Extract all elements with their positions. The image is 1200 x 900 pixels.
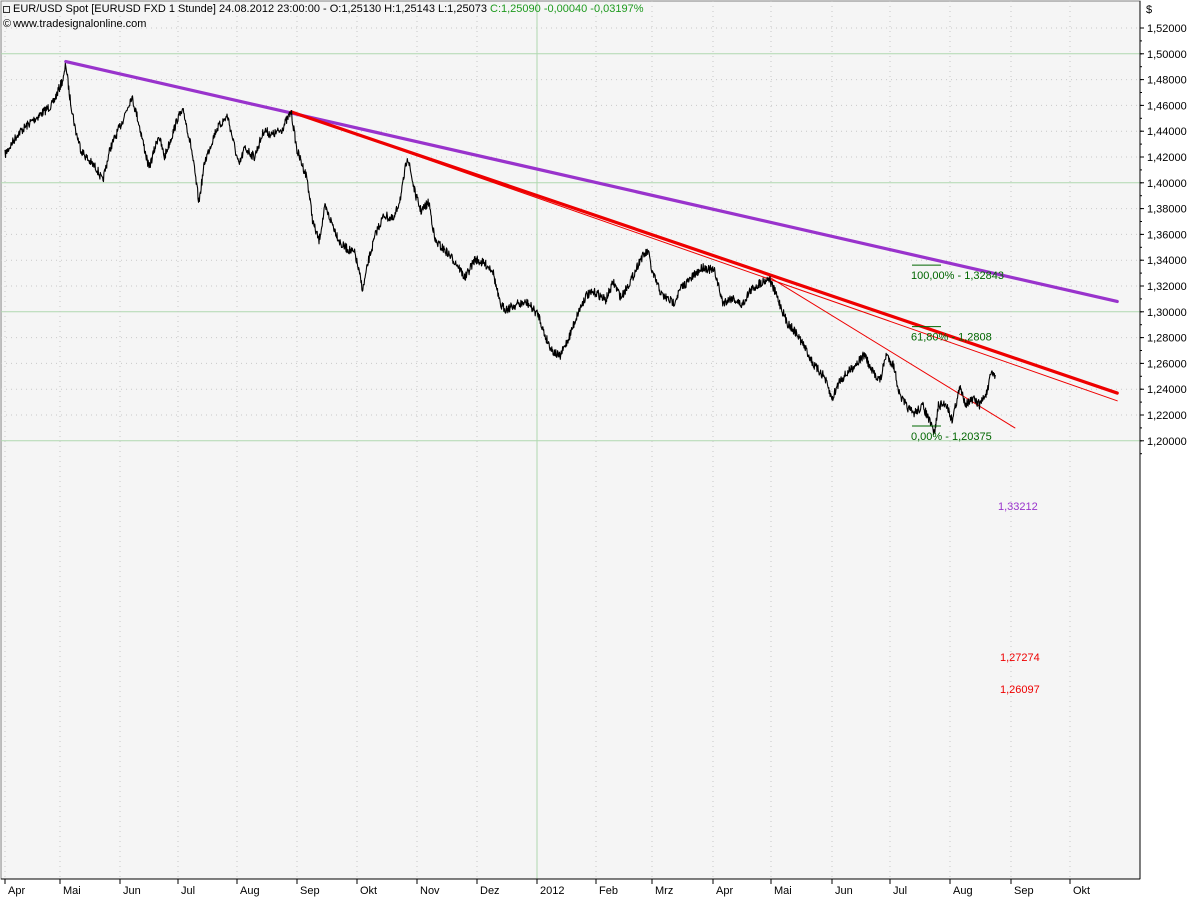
x-tick-label: Sep xyxy=(1014,885,1034,897)
trendline-red xyxy=(289,110,1119,395)
y-tick-label: 1,46000 xyxy=(1147,100,1187,112)
y-tick-label: 1,22000 xyxy=(1147,410,1187,422)
x-tick-label: Mai xyxy=(63,885,81,897)
y-tick-label: 1,44000 xyxy=(1147,126,1187,138)
y-tick-label: 1,24000 xyxy=(1147,384,1187,396)
y-tick-label: 1,40000 xyxy=(1147,178,1187,190)
y-tick-label: 1,48000 xyxy=(1147,75,1187,87)
y-tick-label: 1,26000 xyxy=(1147,358,1187,370)
x-tick-label: Aug xyxy=(240,885,260,897)
trendlines xyxy=(64,59,1119,429)
x-tick-label: Jul xyxy=(893,885,907,897)
grid xyxy=(1,1,1140,879)
x-tick-label: Okt xyxy=(1073,885,1090,897)
y-tick-label: 1,42000 xyxy=(1147,152,1187,164)
red-short-line-label: 1,26097 xyxy=(1000,684,1040,696)
price-line xyxy=(4,62,996,435)
x-tick-label: Okt xyxy=(360,885,377,897)
x-axis: Apr Mai Jun Jul Aug Sep Okt Nov Dez 2012 Feb Mrz Apr… xyxy=(1,878,1140,897)
fib-level-label: 100,00% - 1,32843 xyxy=(911,270,1004,282)
y-tick-label: 1,20000 xyxy=(1147,436,1187,448)
x-tick-label: Jul xyxy=(181,885,195,897)
x-tick-label: Jun xyxy=(123,885,141,897)
currency-label: $ xyxy=(1146,4,1152,16)
purple-line-label: 1,33212 xyxy=(998,501,1038,513)
ohlc-values: O:1,25130 H:1,25143 L:1,25073 xyxy=(329,3,487,15)
x-tick-label: Mai xyxy=(774,885,792,897)
x-tick-label: Sep xyxy=(300,885,320,897)
y-axis: 1,52000 1,50000 1,48000 1,46000 1,44000 1,420… xyxy=(1139,1,1187,879)
bar-datetime: 24.08.2012 23:00:00 xyxy=(219,3,320,15)
instrument-name: EUR/USD Spot [EURUSD FXD 1 Stunde] xyxy=(13,3,216,15)
red-line-label: 1,27274 xyxy=(1000,652,1040,664)
y-tick-label: 1,52000 xyxy=(1147,23,1187,35)
y-tick-label: 1,36000 xyxy=(1147,229,1187,241)
y-tick-label: 1,30000 xyxy=(1147,307,1187,319)
y-tick-label: 1,32000 xyxy=(1147,281,1187,293)
x-tick-label: Mrz xyxy=(655,885,673,897)
price-series xyxy=(4,62,996,435)
fib-level-label: 0,00% - 1,20375 xyxy=(911,431,992,443)
x-tick-label: Nov xyxy=(420,885,440,897)
x-tick-label: Apr xyxy=(8,885,25,897)
fib-level-label: 61,80% - 1,2808 xyxy=(911,332,992,344)
close-change: C:1,25090 -0,00040 -0,03197% xyxy=(490,3,644,15)
x-tick-label: Dez xyxy=(480,885,500,897)
x-tick-label: Jun xyxy=(835,885,853,897)
square-icon[interactable] xyxy=(3,6,10,13)
trendline-red_short xyxy=(768,276,1016,429)
trendline-purple xyxy=(64,59,1119,304)
copyright-icon: © xyxy=(3,18,12,30)
line-labels: 1,33212 1,27274 1,26097 100,00% - 1,32843 61… xyxy=(911,264,1040,696)
x-tick-label: Aug xyxy=(953,885,973,897)
x-tick-label: Feb xyxy=(599,885,618,897)
copyright-text: www.tradesignalonline.com xyxy=(13,18,147,30)
y-tick-label: 1,34000 xyxy=(1147,255,1187,267)
y-tick-label: 1,28000 xyxy=(1147,333,1187,345)
x-tick-label: 2012 xyxy=(540,885,564,897)
x-tick-label: Apr xyxy=(716,885,733,897)
copyright-line: © www.tradesignalonline.com xyxy=(3,17,146,31)
trendline-red_thin xyxy=(290,111,1118,402)
chart-header: EUR/USD Spot [EURUSD FXD 1 Stunde] 24.08… xyxy=(3,2,644,16)
y-tick-label: 1,50000 xyxy=(1147,49,1187,61)
y-tick-label: 1,38000 xyxy=(1147,204,1187,216)
